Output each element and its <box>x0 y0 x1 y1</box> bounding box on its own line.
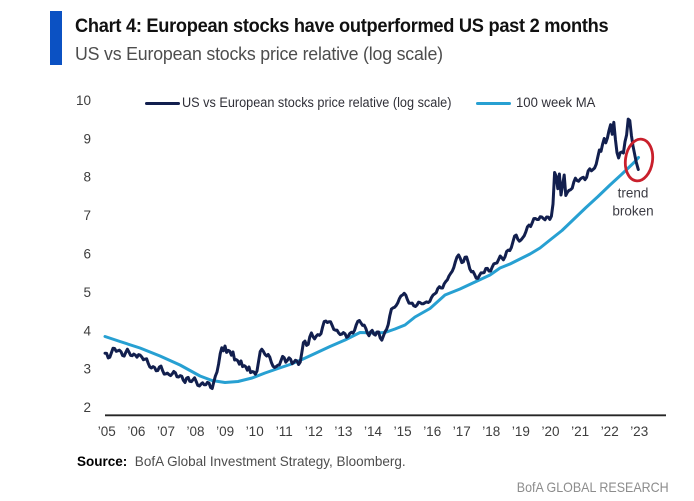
svg-text:9: 9 <box>83 131 91 146</box>
svg-text:10: 10 <box>76 93 91 108</box>
svg-text:’16: ’16 <box>423 424 441 439</box>
svg-text:’19: ’19 <box>512 424 530 439</box>
svg-text:’06: ’06 <box>127 424 145 439</box>
svg-text:’12: ’12 <box>305 424 323 439</box>
svg-text:’14: ’14 <box>364 424 383 439</box>
svg-text:’11: ’11 <box>276 424 293 439</box>
svg-text:2: 2 <box>83 400 91 415</box>
svg-text:6: 6 <box>83 247 91 262</box>
svg-text:’22: ’22 <box>601 424 619 439</box>
svg-text:’21: ’21 <box>571 424 589 439</box>
svg-text:8: 8 <box>83 170 91 185</box>
svg-text:trend: trend <box>618 186 649 201</box>
svg-text:’17: ’17 <box>453 424 471 439</box>
svg-text:’10: ’10 <box>246 424 264 439</box>
svg-text:’18: ’18 <box>482 424 500 439</box>
svg-text:3: 3 <box>83 362 91 377</box>
svg-text:’13: ’13 <box>334 424 352 439</box>
svg-text:’20: ’20 <box>541 424 559 439</box>
svg-text:7: 7 <box>83 208 91 223</box>
svg-text:’08: ’08 <box>186 424 204 439</box>
svg-text:’09: ’09 <box>216 424 234 439</box>
svg-text:4: 4 <box>83 323 91 338</box>
svg-text:5: 5 <box>83 285 91 300</box>
svg-text:’15: ’15 <box>394 424 412 439</box>
svg-text:’07: ’07 <box>157 424 175 439</box>
svg-text:’05: ’05 <box>98 424 116 439</box>
svg-text:’23: ’23 <box>630 424 648 439</box>
svg-text:broken: broken <box>612 204 653 219</box>
